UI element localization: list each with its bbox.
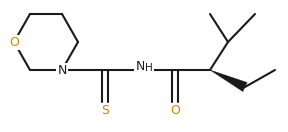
Text: N: N (57, 63, 67, 77)
Text: H: H (145, 63, 153, 73)
Text: O: O (170, 103, 180, 117)
Text: O: O (9, 36, 19, 48)
Text: S: S (101, 103, 109, 117)
Polygon shape (210, 70, 247, 91)
Text: N: N (135, 60, 145, 74)
